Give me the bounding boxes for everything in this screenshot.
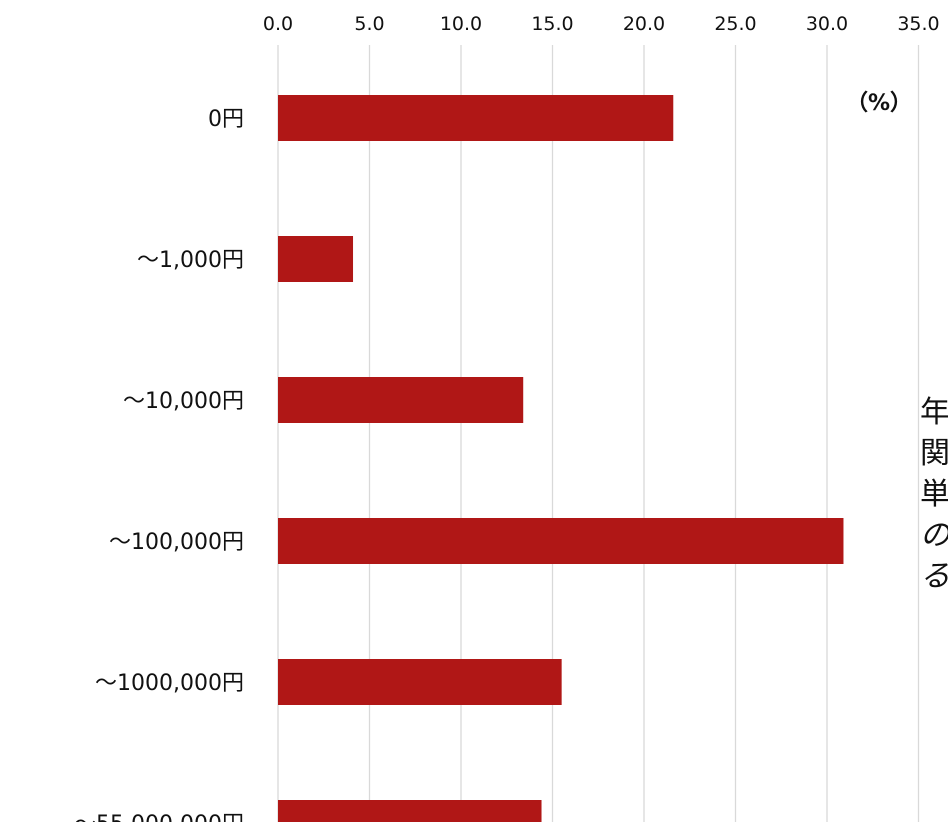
side-text-line: 単 [920, 477, 948, 512]
side-text-line: 関 [920, 436, 948, 471]
x-tick-label: 10.0 [440, 13, 482, 35]
x-tick-label: 30.0 [806, 13, 848, 35]
category-label: ～1,000円 [137, 248, 244, 273]
x-tick-label: 25.0 [714, 13, 756, 35]
side-text-line: 年 [920, 395, 948, 430]
x-tick-label: 5.0 [354, 13, 384, 35]
category-label: ～10,000円 [123, 389, 244, 414]
category-labels: 0円 ～1,000円 ～10,000円 ～100,000円 ～1000,000円 ～55,… [74, 107, 244, 822]
bar [278, 236, 354, 282]
category-label: ～55,000,000円 [74, 812, 244, 822]
side-text-line: の [920, 518, 948, 553]
x-tick-label: 35.0 [897, 13, 939, 35]
x-tick-label: 15.0 [531, 13, 573, 35]
category-label: ～1000,000円 [95, 671, 244, 696]
bar [278, 95, 674, 141]
category-label: 0円 [208, 107, 244, 132]
x-tick-label: 0.0 [263, 13, 293, 35]
side-text-line: る [920, 559, 948, 594]
side-text: 年 関 単 の る [920, 395, 948, 594]
bar [278, 800, 542, 822]
x-tick-label: 20.0 [623, 13, 665, 35]
bar [278, 659, 562, 705]
x-axis-ticks: 0.0 5.0 10.0 15.0 20.0 25.0 30.0 35.0 [263, 13, 940, 35]
gridlines [277, 45, 920, 822]
bars [278, 95, 844, 822]
bar [278, 518, 844, 564]
unit-label: （%） [846, 91, 912, 116]
bar [278, 377, 524, 423]
category-label: ～100,000円 [109, 530, 244, 555]
